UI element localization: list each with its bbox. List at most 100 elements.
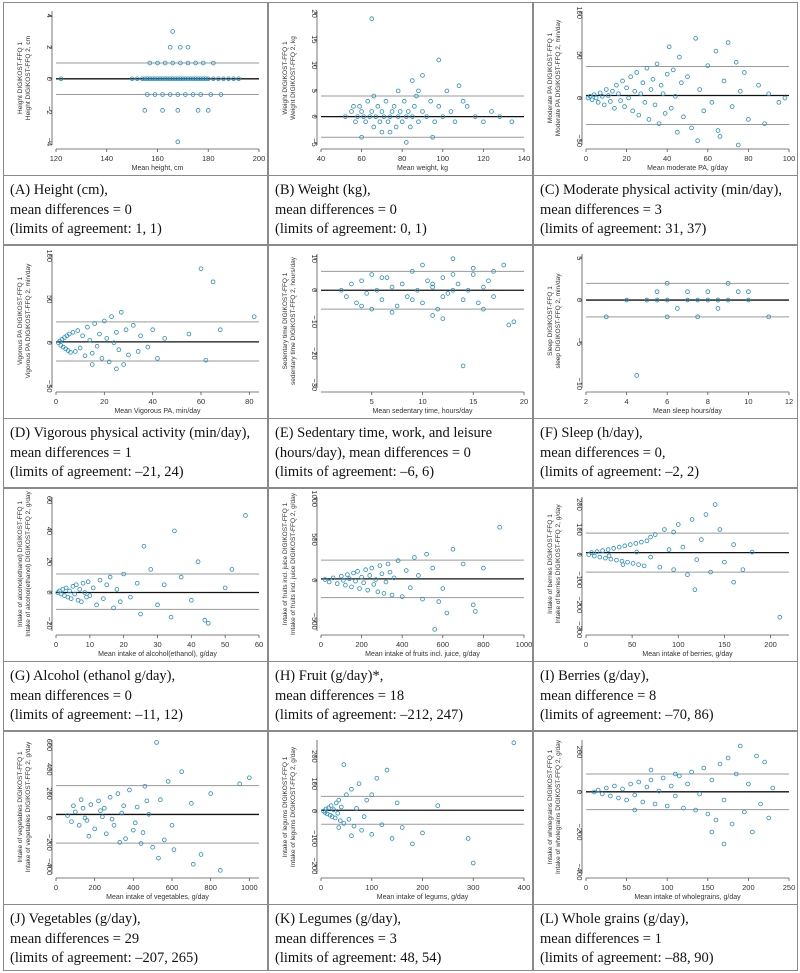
data-point — [367, 114, 373, 119]
data-point — [770, 785, 776, 791]
data-point — [648, 767, 654, 773]
bland-altman-plot: 0 50 100 150 200 −300 −200 −100 0 100 200 Mean inta… — [547, 497, 789, 658]
data-point — [218, 327, 223, 333]
data-point — [170, 76, 176, 82]
data-point — [685, 74, 690, 80]
data-point — [445, 291, 451, 296]
y-axis-label: Vigorous PA DIGIKOST-FFQ 1 — [17, 276, 24, 365]
data-point — [145, 76, 150, 82]
data-point — [652, 102, 658, 108]
data-point — [193, 60, 198, 66]
caption-line: (I) Berries (g/day), — [540, 668, 650, 684]
data-point — [186, 331, 192, 337]
data-point — [624, 297, 629, 303]
data-point — [231, 76, 236, 82]
data-point — [675, 306, 680, 311]
data-point — [168, 614, 174, 620]
data-point — [450, 272, 456, 277]
x-tick-label: 2 — [584, 397, 588, 406]
data-point — [705, 63, 711, 68]
x-tick-label: 40 — [317, 154, 325, 163]
data-point — [693, 807, 698, 813]
data-point — [381, 114, 387, 119]
data-point — [762, 759, 767, 765]
data-point — [99, 356, 105, 361]
bland-altman-plot: 2 4 6 8 10 12 −10 −5 0 5 Mean sleep hours/day Sleep… — [547, 254, 793, 415]
data-point — [387, 114, 393, 119]
data-point — [111, 605, 116, 611]
caption-line: (hours/day), mean differences = 0 — [275, 444, 471, 461]
data-point — [369, 109, 375, 114]
data-point — [677, 54, 682, 60]
data-point — [339, 287, 344, 293]
data-point — [460, 561, 466, 567]
data-point — [359, 134, 364, 140]
x-tick-label: 1000 — [516, 640, 532, 649]
data-point — [699, 537, 704, 542]
data-point — [189, 801, 194, 806]
data-point — [705, 297, 711, 303]
data-point — [622, 543, 628, 549]
y-tick-label: −400 — [45, 858, 54, 875]
data-point — [160, 108, 165, 113]
y-tick-label: 0 — [575, 790, 584, 794]
data-point — [172, 528, 177, 534]
data-point — [102, 318, 107, 324]
x-tick-label: 10 — [744, 397, 752, 406]
panel-j: 0 200 400 600 800 1000 −400 −200 0 200 400 600 Mean … — [3, 731, 268, 971]
data-point — [685, 297, 690, 303]
data-point — [729, 821, 735, 827]
data-point — [236, 76, 242, 82]
caption-line: mean differences = 3 — [540, 201, 662, 218]
data-point — [381, 591, 387, 596]
x-tick-label: 300 — [467, 883, 480, 892]
data-point — [349, 584, 354, 590]
data-point — [383, 579, 389, 585]
y-axis-label: Intake of legums DIGIKOST-FFQ 2, g/day — [290, 746, 297, 867]
caption-divider — [269, 175, 532, 176]
data-point — [410, 841, 415, 847]
x-tick-label: 80 — [744, 154, 752, 163]
y-tick-label: −5 — [575, 338, 584, 347]
data-point — [408, 585, 413, 590]
y-axis-label: Intake of fruits incl. juice DIGIKOST-FF… — [282, 502, 289, 625]
x-tick-label: 30 — [153, 640, 161, 649]
data-point — [472, 114, 478, 119]
data-point — [671, 567, 676, 572]
data-point — [379, 275, 385, 280]
data-point — [644, 297, 650, 303]
x-tick-label: 15 — [469, 397, 477, 406]
data-point — [715, 297, 721, 303]
data-point — [150, 76, 155, 82]
data-point — [709, 777, 715, 783]
bland-altman-plot: 5 10 15 20 −30 −20 −10 0 10 Mean sedentary time, … — [282, 254, 528, 415]
data-point — [141, 543, 147, 549]
data-point — [397, 109, 403, 114]
data-point — [662, 111, 668, 116]
y-axis-label: Vigorous PA DIGIKOST-FFQ 2, min/day — [25, 263, 32, 378]
data-point — [410, 78, 415, 83]
data-point — [114, 330, 119, 335]
data-point — [735, 142, 741, 148]
data-point — [349, 281, 354, 287]
data-point — [489, 109, 494, 114]
data-point — [695, 297, 700, 303]
x-tick-label: 50 — [628, 640, 636, 649]
data-point — [511, 319, 517, 325]
data-point — [72, 591, 77, 597]
panel-caption: (F) Sleep (h/day), mean differences = 0, (… — [540, 424, 793, 483]
data-point — [460, 363, 466, 369]
data-point — [430, 565, 435, 571]
data-point — [630, 108, 635, 114]
data-point — [721, 78, 727, 84]
y-tick-label: 100 — [45, 249, 54, 262]
data-point — [389, 284, 395, 290]
data-point — [369, 306, 375, 312]
data-point — [334, 581, 340, 586]
y-axis-label: Weight DIGIKOST-FFQ 1 — [282, 41, 289, 115]
data-point — [694, 557, 700, 562]
y-axis-label: Intake of fruits incl. juice DIGIKOST-FF… — [290, 492, 297, 635]
data-point — [211, 60, 216, 66]
y-tick-label: 0 — [310, 288, 319, 292]
data-point — [654, 297, 660, 303]
